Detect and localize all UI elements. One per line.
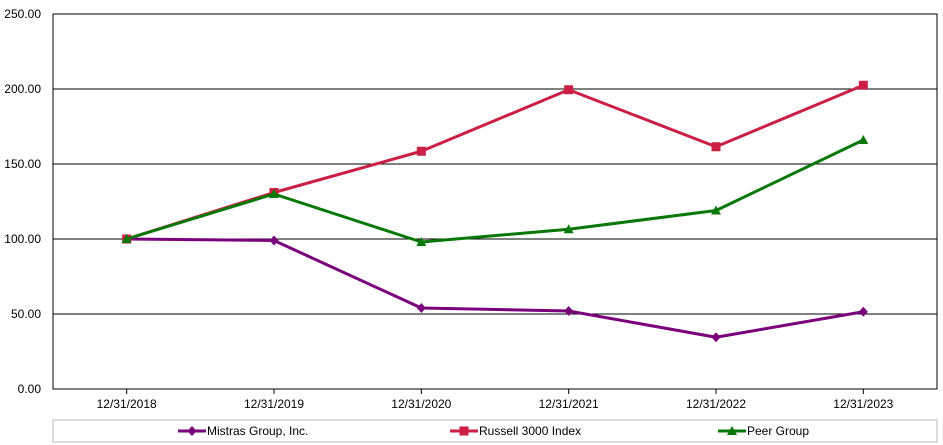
y-tick-label: 250.00 — [4, 7, 41, 21]
series-mistras-group-inc — [122, 234, 868, 343]
triangle-marker — [858, 135, 869, 144]
legend-label: Peer Group — [747, 424, 809, 438]
triangle-marker — [121, 234, 132, 243]
y-axis-ticks: 0.00 50.00 100.00 150.00 200.00 250.00 — [4, 7, 41, 396]
x-tick-label: 12/31/2021 — [539, 397, 599, 411]
x-axis-ticks: 12/31/2018 12/31/2019 12/31/2020 12/31/2021… — [97, 389, 894, 411]
square-marker — [416, 146, 426, 156]
diamond-marker — [269, 235, 279, 246]
diamond-marker — [187, 426, 197, 436]
y-tick-label: 0.00 — [18, 382, 42, 396]
triangle-marker — [416, 237, 427, 246]
diamond-marker — [416, 303, 426, 313]
legend: Mistras Group, Inc. Russell 3000 Index Pee… — [52, 419, 938, 443]
square-marker — [459, 426, 469, 436]
gridlines — [53, 88, 937, 315]
triangle-marker — [727, 426, 737, 435]
series-russell-3000-index — [122, 80, 868, 244]
legend-item-peer-group: Peer Group — [718, 424, 809, 438]
legend-item-mistras-group-inc: Mistras Group, Inc. — [178, 424, 308, 438]
y-tick-label: 200.00 — [4, 82, 41, 96]
x-tick-label: 12/31/2023 — [833, 397, 893, 411]
diamond-marker — [564, 306, 574, 316]
y-tick-label: 100.00 — [4, 232, 41, 246]
legend-item-russell-3000-index: Russell 3000 Index — [450, 424, 581, 438]
series-lines — [121, 80, 869, 343]
square-marker — [564, 85, 574, 95]
y-tick-label: 150.00 — [4, 157, 41, 171]
x-tick-label: 12/31/2020 — [391, 397, 451, 411]
diamond-marker — [858, 306, 868, 317]
square-marker — [711, 142, 721, 152]
triangle-marker — [711, 205, 721, 215]
series-line — [126, 237, 864, 339]
square-marker — [858, 80, 868, 90]
series-line — [126, 138, 864, 244]
y-tick-label: 50.00 — [11, 307, 41, 321]
x-tick-label: 12/31/2019 — [244, 397, 304, 411]
legend-label: Russell 3000 Index — [479, 424, 581, 438]
diamond-marker — [711, 332, 721, 343]
triangle-marker — [269, 189, 279, 198]
x-tick-label: 12/31/2022 — [686, 397, 746, 411]
legend-box — [52, 419, 938, 443]
x-tick-label: 12/31/2018 — [97, 397, 157, 411]
legend-label: Mistras Group, Inc. — [207, 424, 308, 438]
series-line — [126, 83, 864, 241]
triangle-marker — [563, 224, 574, 234]
plot-area-border — [52, 13, 938, 390]
series-peer-group — [121, 135, 869, 246]
